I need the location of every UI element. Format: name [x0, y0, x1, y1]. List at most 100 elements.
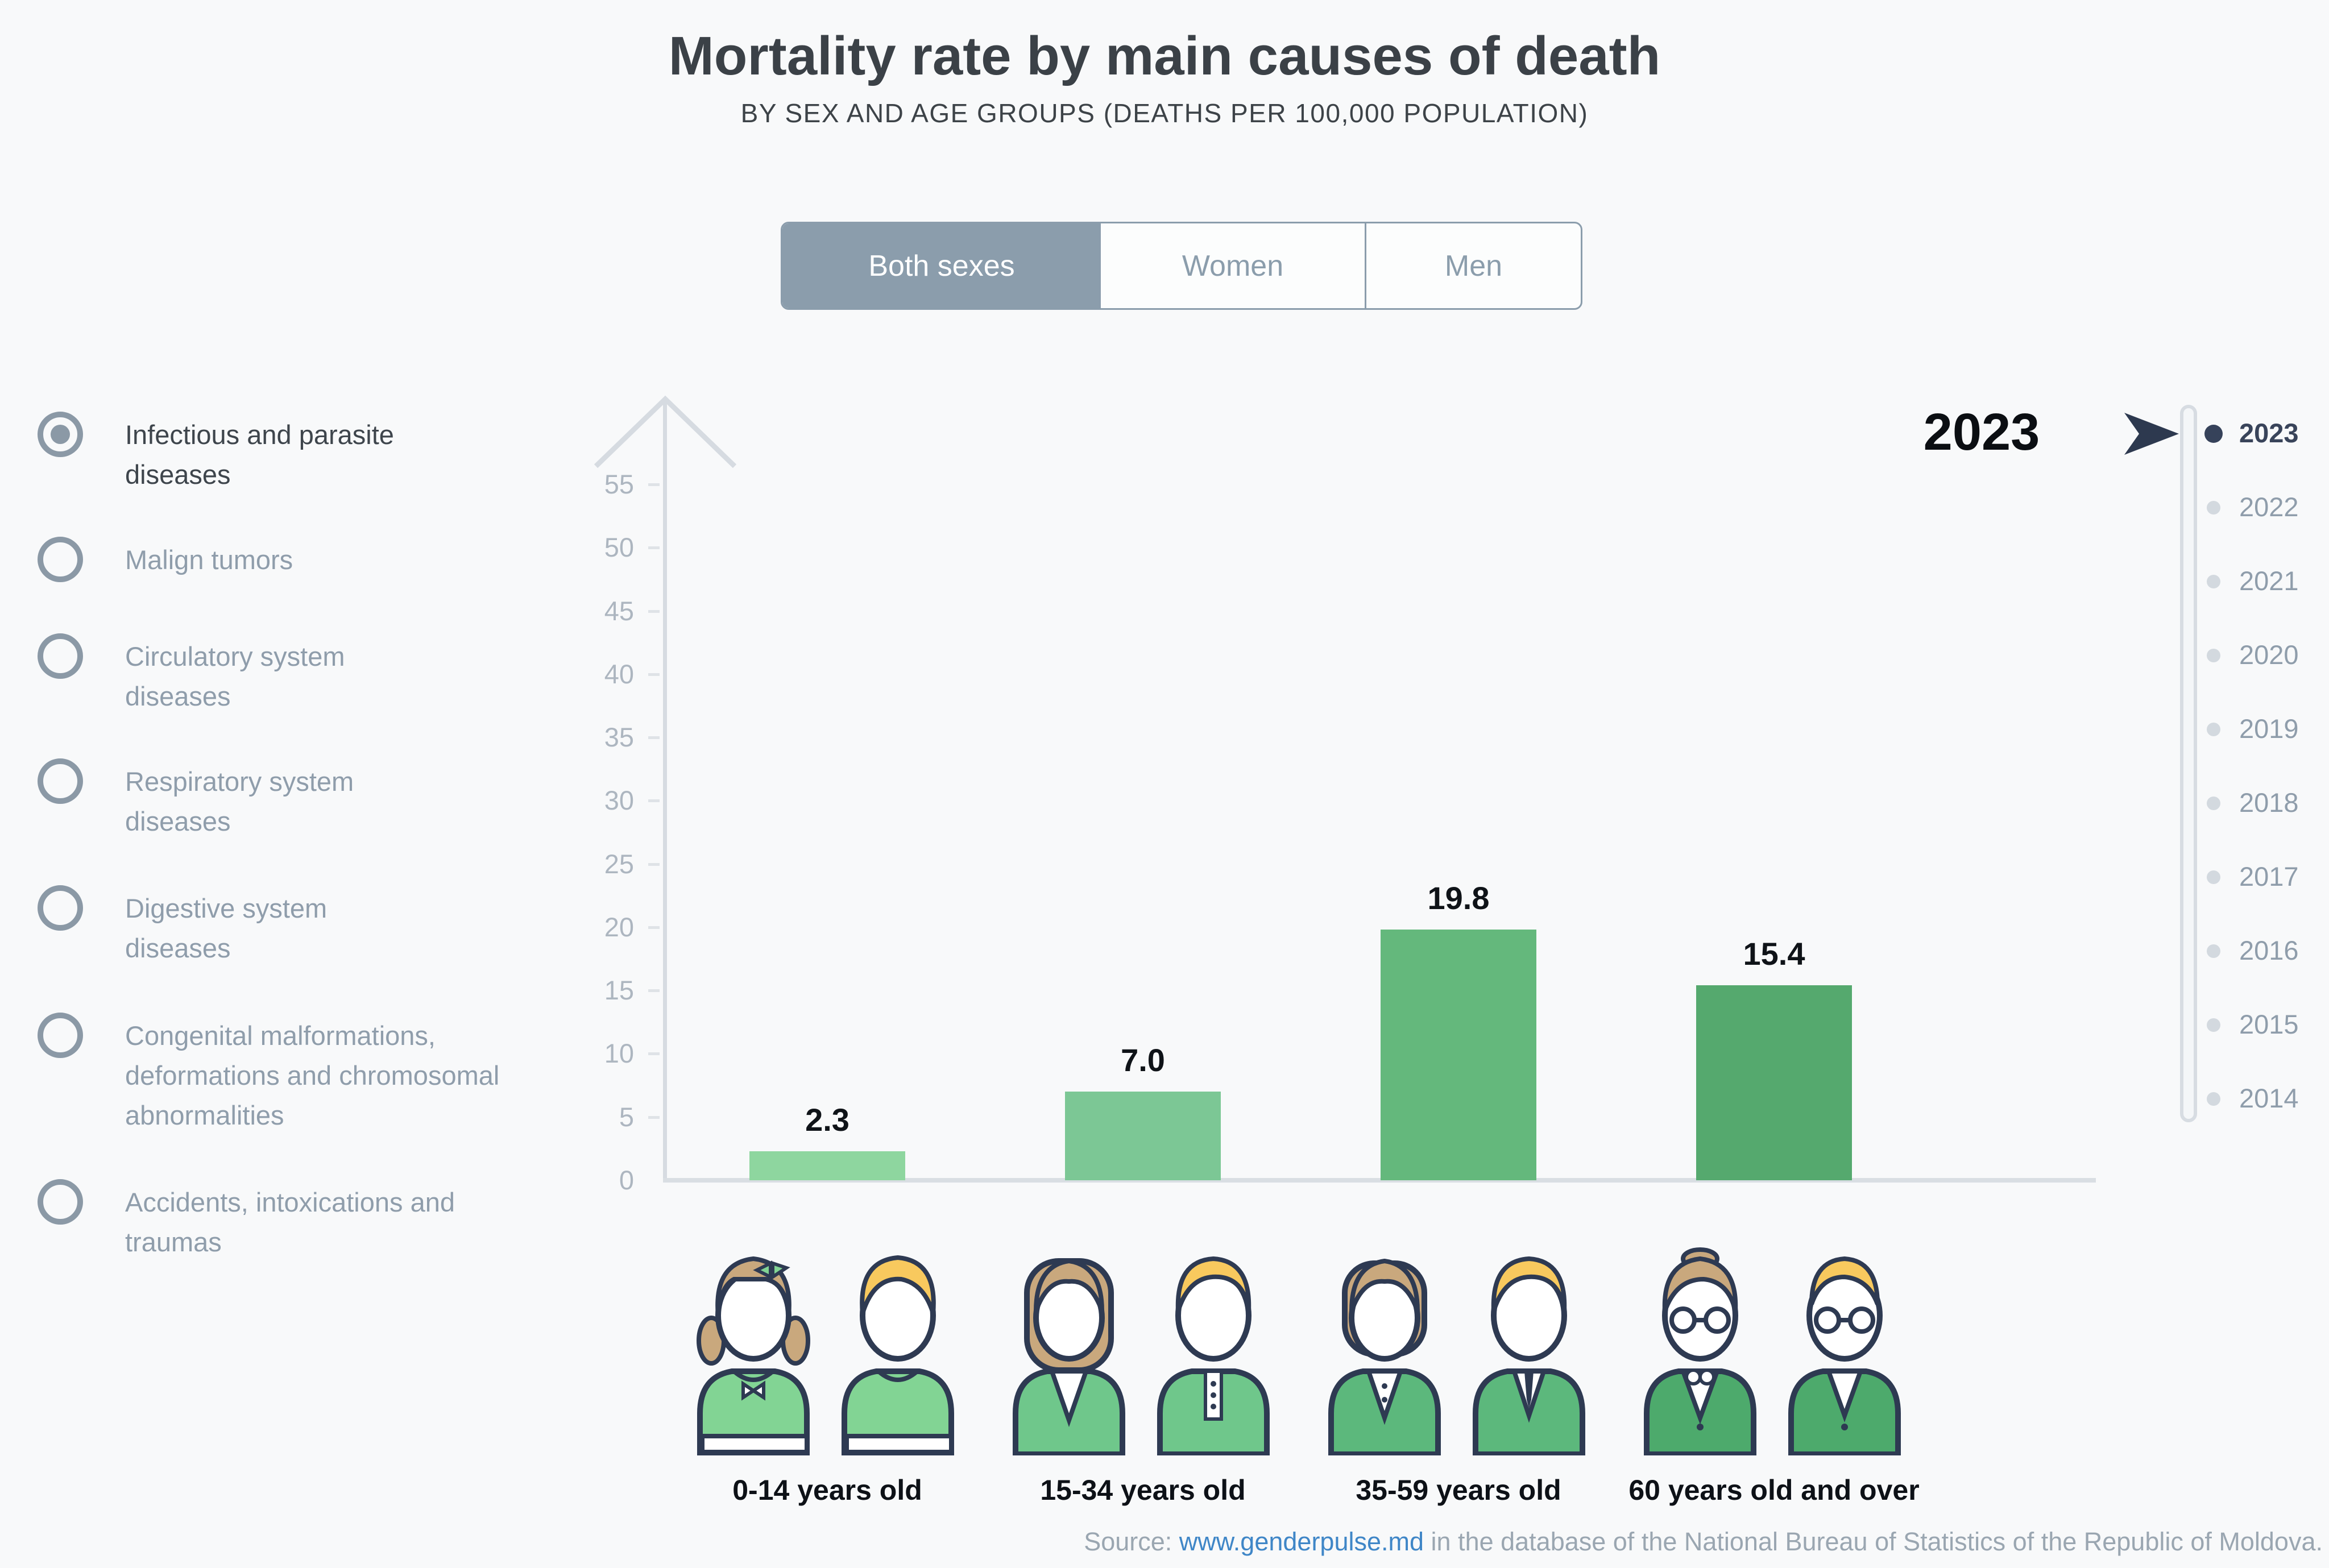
age-label-35-59: 35-59 years old: [1356, 1474, 1561, 1506]
y-tick-mark: [648, 926, 660, 929]
radio-icon[interactable]: [38, 537, 83, 582]
y-tick-label: 20: [604, 911, 634, 942]
age-label-0-14: 0-14 years old: [732, 1474, 922, 1506]
current-year-label: 2023: [1923, 403, 2040, 461]
y-tick-label: 40: [604, 658, 634, 689]
young-woman-icon: [1013, 1258, 1125, 1455]
senior-woman-icon: [1644, 1247, 1756, 1455]
bar-value: 2.3: [805, 1102, 849, 1138]
cause-label[interactable]: Digestive system diseases: [125, 893, 328, 963]
y-tick-mark: [648, 736, 660, 740]
year-pointer-icon[interactable]: [2124, 413, 2179, 455]
y-tick-mark: [648, 799, 660, 803]
source-line: Source: www.genderpulse.md in the databa…: [1084, 1527, 2323, 1557]
year-dot[interactable]: [2207, 1018, 2220, 1032]
year-dot[interactable]: [2207, 575, 2220, 588]
y-tick-mark: [648, 1052, 660, 1056]
age-icon-0-14: [697, 1255, 954, 1455]
year-dot[interactable]: [2207, 723, 2220, 736]
radio-icon[interactable]: [38, 885, 83, 931]
year-label[interactable]: 2017: [2239, 861, 2299, 891]
year-label[interactable]: 2021: [2239, 566, 2299, 596]
cause-digestive[interactable]: Digestive system diseases: [38, 885, 591, 968]
bar: [749, 1151, 905, 1180]
senior-man-icon: [1788, 1256, 1901, 1455]
radio-icon[interactable]: [38, 412, 83, 457]
cause-label[interactable]: Circulatory system diseases: [125, 641, 345, 711]
year-label[interactable]: 2020: [2239, 640, 2299, 670]
age-icon-60-over: [1644, 1247, 1901, 1455]
y-tick-label: 55: [604, 469, 634, 499]
year-dot[interactable]: [2207, 944, 2220, 958]
bar-value: 15.4: [1743, 936, 1805, 972]
cause-label[interactable]: Infectious and parasite diseases: [125, 420, 394, 490]
bar: [1065, 1092, 1221, 1180]
cause-accidents[interactable]: Accidents, intoxications and traumas: [38, 1179, 591, 1262]
y-tick-mark: [648, 1115, 660, 1119]
y-tick-mark: [648, 862, 660, 866]
year-dot[interactable]: [2207, 1092, 2220, 1106]
y-tick-label: 45: [604, 595, 634, 626]
y-tick-mark: [648, 483, 660, 486]
cause-label[interactable]: Congenital malformations, deformations a…: [125, 1021, 500, 1130]
adult-man-icon: [1473, 1256, 1585, 1455]
y-tick-label: 5: [619, 1101, 634, 1132]
radio-icon[interactable]: [38, 1013, 83, 1058]
cause-label[interactable]: Accidents, intoxications and traumas: [125, 1187, 455, 1257]
young-man-icon: [1157, 1256, 1270, 1455]
y-tick-mark: [648, 673, 660, 676]
year-dot[interactable]: [2207, 649, 2220, 662]
sex-selector: Both sexes Women Men: [781, 222, 1582, 310]
bar: [1381, 930, 1536, 1180]
y-tick-label: 50: [604, 532, 634, 563]
year-dot[interactable]: [2207, 870, 2220, 884]
cause-circulatory[interactable]: Circulatory system diseases: [38, 633, 591, 716]
cause-congenital[interactable]: Congenital malformations, deformations a…: [38, 1013, 591, 1135]
age-label-15-34: 15-34 years old: [1040, 1474, 1246, 1506]
tab-men[interactable]: Men: [1365, 223, 1581, 308]
y-tick-mark: [648, 546, 660, 550]
cause-respiratory[interactable]: Respiratory system diseases: [38, 758, 591, 841]
source-link[interactable]: www.genderpulse.md: [1179, 1527, 1424, 1556]
year-label[interactable]: 2019: [2239, 714, 2299, 744]
year-label[interactable]: 2023: [2239, 418, 2299, 448]
year-label[interactable]: 2014: [2239, 1083, 2299, 1113]
y-tick-mark: [648, 989, 660, 993]
source-prefix: Source:: [1084, 1527, 1179, 1556]
radio-icon[interactable]: [38, 633, 83, 679]
cause-label[interactable]: Respiratory system diseases: [125, 766, 354, 836]
year-dot[interactable]: [2204, 425, 2223, 443]
page-title: Mortality rate by main causes of death: [668, 26, 1661, 86]
tab-both-sexes[interactable]: Both sexes: [782, 223, 1101, 308]
y-tick-label: 10: [604, 1038, 634, 1069]
year-label[interactable]: 2016: [2239, 935, 2299, 965]
y-tick-label: 30: [604, 785, 634, 816]
year-label[interactable]: 2022: [2239, 492, 2299, 522]
source-suffix: in the database of the National Bureau o…: [1424, 1527, 2323, 1556]
page-subtitle: BY SEX AND AGE GROUPS (DEATHS PER 100,00…: [740, 98, 1589, 128]
tab-women[interactable]: Women: [1182, 249, 1284, 283]
cause-malign-tumors[interactable]: Malign tumors: [38, 537, 591, 582]
age-icon-15-34: [1013, 1256, 1270, 1455]
y-tick-label: 25: [604, 848, 634, 879]
girl-child-icon: [697, 1256, 810, 1455]
cause-infectious[interactable]: Infectious and parasite diseases: [38, 412, 591, 495]
y-tick-label: 15: [604, 975, 634, 1006]
adult-woman-icon: [1328, 1258, 1441, 1455]
year-label[interactable]: 2018: [2239, 787, 2299, 818]
radio-icon[interactable]: [38, 758, 83, 804]
y-tick-mark: [648, 609, 660, 613]
year-dot[interactable]: [2207, 501, 2220, 515]
x-axis-line: [663, 1178, 2096, 1183]
bar: [1696, 985, 1852, 1180]
radio-icon[interactable]: [38, 1179, 83, 1225]
year-dot[interactable]: [2207, 797, 2220, 810]
y-axis-line: [663, 399, 667, 1180]
y-tick-label: 35: [604, 722, 634, 753]
y-tick-label: 0: [619, 1165, 634, 1195]
bar-value: 7.0: [1121, 1042, 1165, 1078]
year-slider-track[interactable]: [2180, 405, 2197, 1122]
year-label[interactable]: 2015: [2239, 1009, 2299, 1039]
cause-label[interactable]: Malign tumors: [125, 545, 293, 575]
